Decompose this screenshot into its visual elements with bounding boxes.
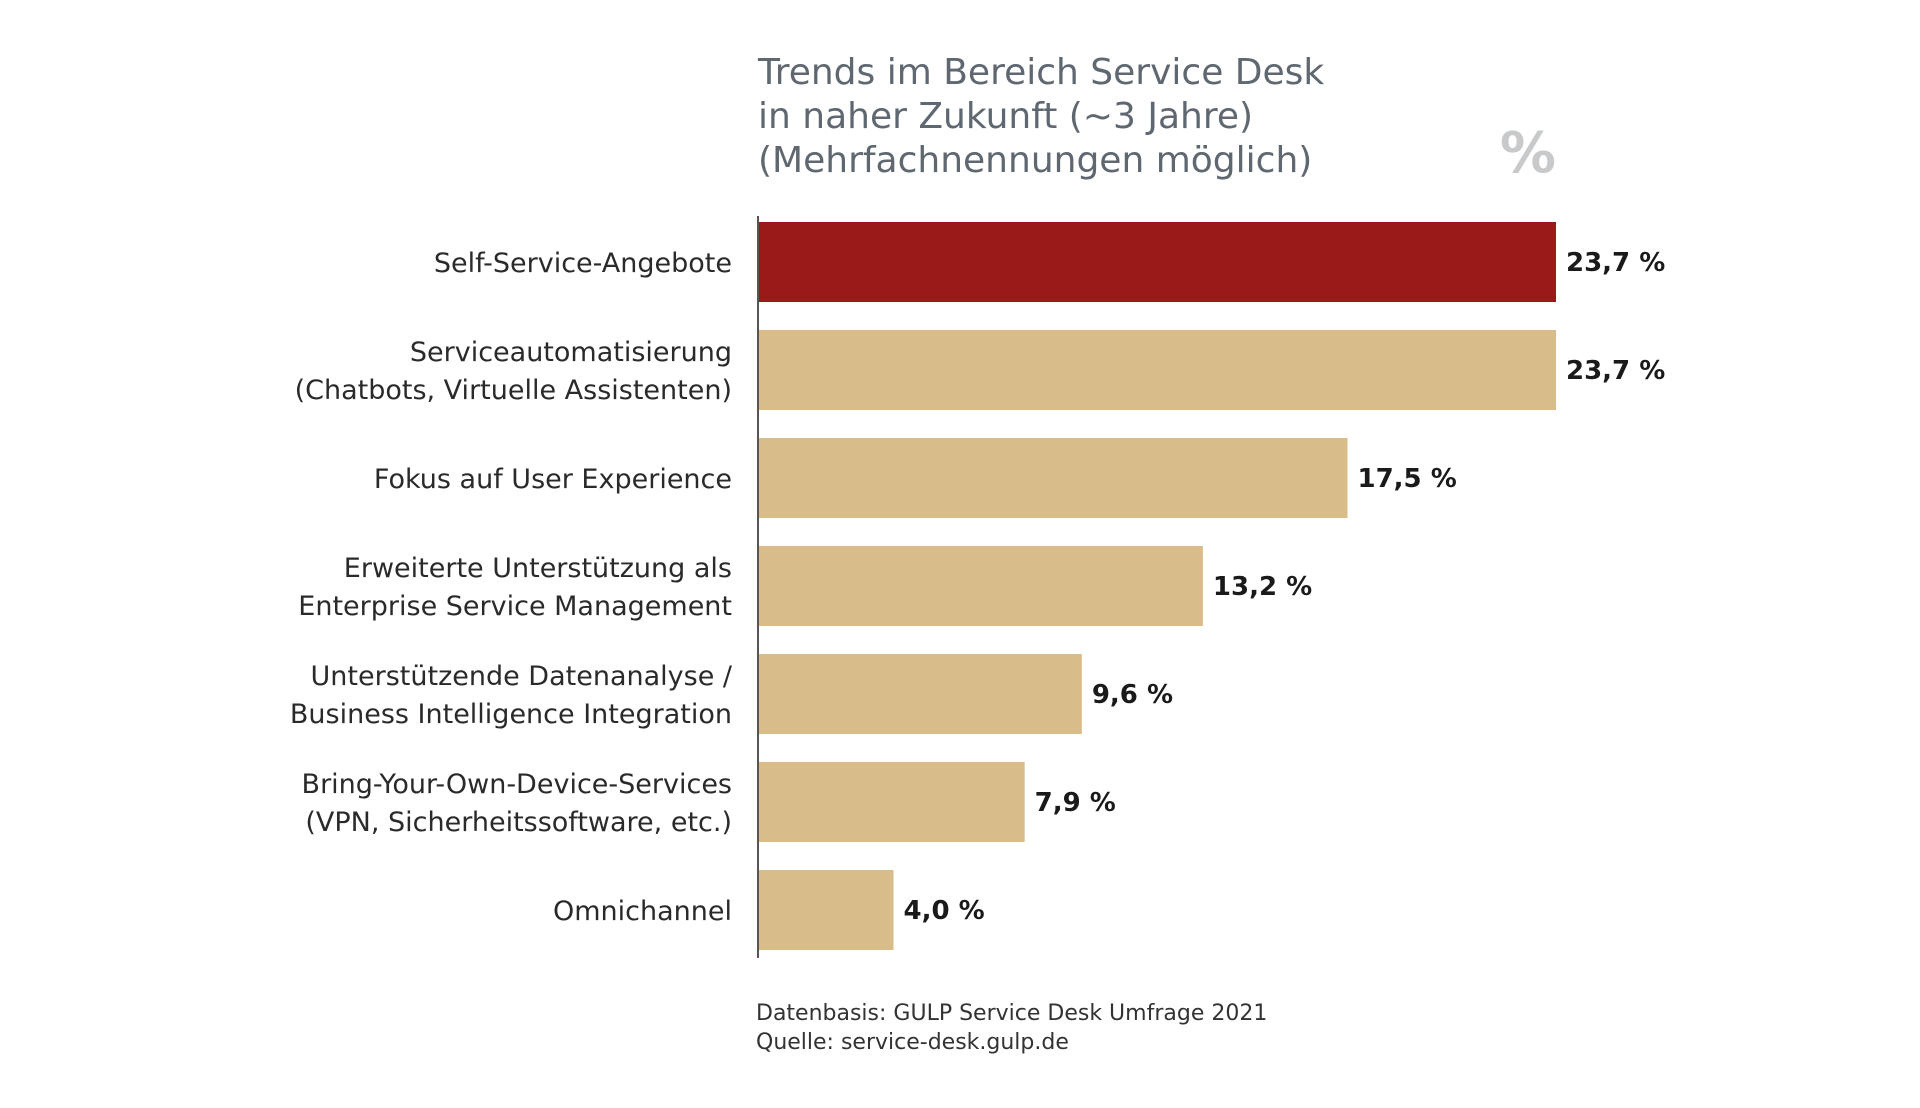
value-label-0: 23,7 % <box>1566 248 1665 278</box>
category-label-2-line-0: Fokus auf User Experience <box>374 464 732 495</box>
bar-1 <box>759 330 1556 410</box>
category-label-5-line-1: (VPN, Sicherheitssoftware, etc.) <box>305 807 732 838</box>
footnote: Datenbasis: GULP Service Desk Umfrage 20… <box>756 1001 1267 1055</box>
chart-title-line-3: (Mehrfachnennungen möglich) <box>758 140 1312 181</box>
value-label-1: 23,7 % <box>1566 356 1665 386</box>
value-label-2: 17,5 % <box>1358 464 1457 494</box>
bar-0 <box>759 222 1556 302</box>
bar-4 <box>759 654 1082 734</box>
category-label-3-line-0: Erweiterte Unterstützung als <box>344 553 732 584</box>
bar-3 <box>759 546 1203 626</box>
category-label-1-line-0: Serviceautomatisierung <box>410 337 732 368</box>
footnote-source: Quelle: service-desk.gulp.de <box>756 1030 1069 1055</box>
chart-title-line-1: Trends im Bereich Service Desk <box>757 52 1324 93</box>
bars-layer: 23,7 % Self-Service-Angebote 23,7 % Service… <box>290 222 1665 950</box>
value-label-4: 9,6 % <box>1092 680 1173 710</box>
chart-title-line-2: in naher Zukunft (~3 Jahre) <box>758 96 1253 137</box>
category-label-5-line-0: Bring-Your-Own-Device-Services <box>302 769 732 800</box>
bar-2 <box>759 438 1348 518</box>
category-label-1-line-1: (Chatbots, Virtuelle Assistenten) <box>295 375 732 406</box>
chart-title: Trends im Bereich Service Desk in naher … <box>757 52 1324 181</box>
value-label-5: 7,9 % <box>1035 788 1116 818</box>
unit-label: % <box>1500 121 1556 186</box>
category-label-0-line-0: Self-Service-Angebote <box>434 248 732 279</box>
category-label-4-line-1: Business Intelligence Integration <box>290 699 732 730</box>
bar-6 <box>759 870 894 950</box>
category-label-3-line-1: Enterprise Service Management <box>298 591 732 622</box>
bar-5 <box>759 762 1025 842</box>
category-label-6-line-0: Omnichannel <box>553 896 732 927</box>
category-label-4-line-0: Unterstützende Datenanalyse / <box>311 661 733 692</box>
footnote-basis: Datenbasis: GULP Service Desk Umfrage 20… <box>756 1001 1267 1026</box>
value-label-6: 4,0 % <box>904 896 985 926</box>
value-label-3: 13,2 % <box>1213 572 1312 602</box>
